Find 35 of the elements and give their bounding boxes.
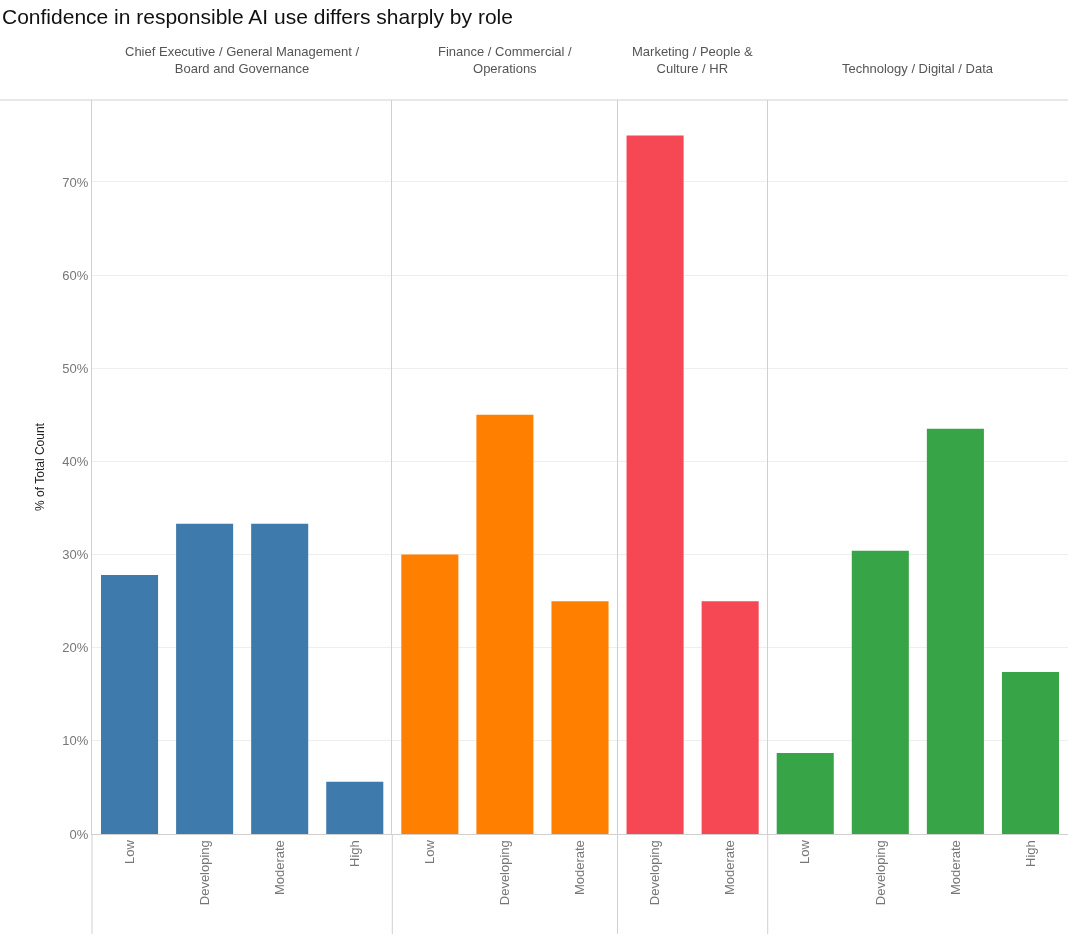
x-tick-label: Moderate xyxy=(722,840,738,896)
x-tick-label: Moderate xyxy=(271,840,287,896)
bar xyxy=(926,428,984,834)
y-tick-label: 70% xyxy=(62,174,89,190)
chart-subtitle: Finance / Commercial / Operations xyxy=(438,44,573,76)
x-tick-label: High xyxy=(1022,840,1038,867)
bar xyxy=(851,550,909,834)
bar xyxy=(1001,671,1059,834)
chart-subtitle: Chief Executive / General Management / Board and Governance xyxy=(125,44,360,76)
y-tick-label: 40% xyxy=(62,453,89,469)
x-tick-label: High xyxy=(346,840,362,867)
bar xyxy=(776,752,834,834)
y-tick-label: 0% xyxy=(69,826,89,842)
y-tick-label: 10% xyxy=(62,733,89,749)
x-tick-label: Developing xyxy=(497,840,513,906)
x-tick-label: Low xyxy=(121,839,137,865)
y-tick-label: 60% xyxy=(62,267,89,283)
bar xyxy=(326,781,384,834)
bar xyxy=(251,523,309,834)
x-tick-label: Moderate xyxy=(572,840,588,896)
x-tick-label: Developing xyxy=(196,840,212,906)
chart-title: Confidence in responsible AI use differs sharply by role xyxy=(2,5,513,28)
y-tick-label: 50% xyxy=(62,360,89,376)
chart-subtitle: Marketing / People & Culture / HR xyxy=(632,44,753,76)
y-tick-label: 30% xyxy=(62,547,89,563)
bar xyxy=(176,523,234,834)
x-tick-label: Low xyxy=(797,839,813,865)
x-tick-label: Developing xyxy=(872,840,888,906)
x-tick-label: Developing xyxy=(647,840,663,906)
chart-subtitle: Technology / Digital / Data xyxy=(842,61,994,76)
bar xyxy=(101,575,159,834)
x-tick-label: Moderate xyxy=(947,840,963,896)
y-axis-title: % of Total Count xyxy=(32,422,47,511)
x-tick-label: Low xyxy=(422,839,438,865)
y-tick-label: 20% xyxy=(62,640,89,656)
